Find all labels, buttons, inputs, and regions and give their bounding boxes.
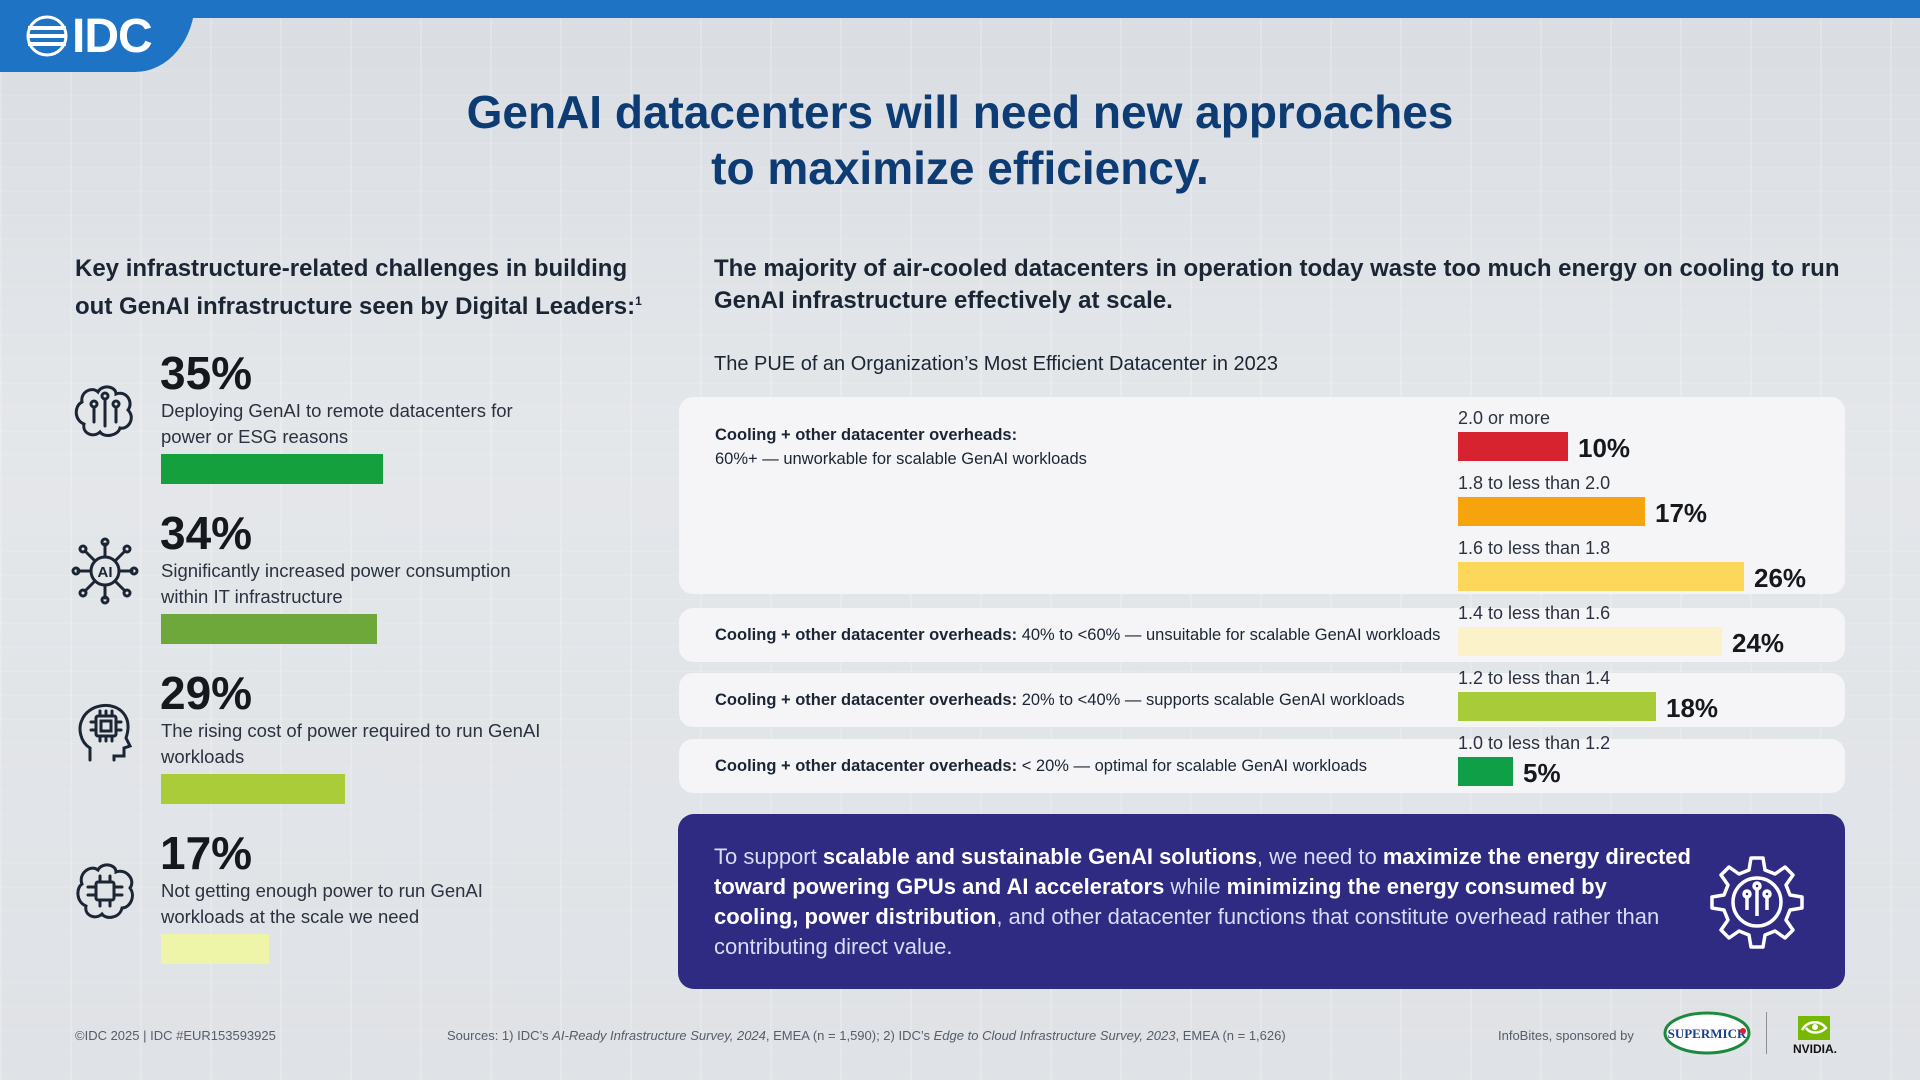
callout-text: To support scalable and sustainable GenA… <box>714 842 1694 962</box>
source-text: , EMEA (n = 1,626) <box>1175 1028 1286 1043</box>
pue-panel-optimal: Cooling + other datacenter overheads: < … <box>679 739 1845 793</box>
pue-panel-unsuitable: Cooling + other datacenter overheads: 40… <box>679 608 1845 662</box>
panel-label: Cooling + other datacenter overheads: <box>715 691 1018 709</box>
footer-sources: Sources: 1) IDC’s AI-Ready Infrastructur… <box>447 1028 1286 1043</box>
stat-percentage: 34% <box>160 507 253 559</box>
panel-text: Cooling + other datacenter overheads: < … <box>715 754 1367 778</box>
gear-circuit-icon <box>1710 856 1804 949</box>
ai-chip-icon: AI <box>71 537 139 605</box>
source-title: AI-Ready Infrastructure Survey, 2024 <box>552 1028 766 1043</box>
footnote-marker: 1 <box>635 294 642 308</box>
callout-text-part: , we need to <box>1256 844 1383 869</box>
panel-value: 40% to <60% — unsuitable for scalable Ge… <box>1017 626 1441 644</box>
left-heading-line-1: Key infrastructure-related challenges in… <box>75 255 628 282</box>
panel-text: Cooling + other datacenter overheads: 60… <box>715 423 1087 471</box>
stat-description: Significantly increased power consumptio… <box>161 560 511 607</box>
panel-text: Cooling + other datacenter overheads: 20… <box>715 688 1405 712</box>
title-line-2: to maximize efficiency. <box>711 142 1209 194</box>
stat-bar <box>161 934 269 964</box>
callout-text-part: while <box>1164 874 1227 899</box>
panel-value: 20% to <40% — supports scalable GenAI wo… <box>1017 691 1405 709</box>
panel-label: Cooling + other datacenter overheads: <box>715 757 1018 775</box>
brain-circuit-icon <box>76 863 134 919</box>
callout-highlight: scalable and sustainable GenAI solutions <box>822 844 1257 869</box>
footer-copyright: ©IDC 2025 | IDC #EUR153593925 <box>75 1028 276 1043</box>
callout-text-part: , and other datacenter functions that co… <box>714 904 1660 959</box>
chart-title: The PUE of an Organization’s Most Effici… <box>714 353 1279 375</box>
top-bar <box>0 0 1920 18</box>
pue-panel-supports: Cooling + other datacenter overheads: 20… <box>679 673 1845 727</box>
stat-bar <box>161 454 384 484</box>
supermicro-logo: SUPERMICR <box>1663 1011 1751 1055</box>
stat-description: The rising cost of power required to run… <box>161 720 541 767</box>
stat-item: 17% Not getting enough power to run GenA… <box>70 826 590 966</box>
stat-description: Not getting enough power to run GenAI wo… <box>161 880 483 927</box>
pue-panel-unworkable: Cooling + other datacenter overheads: 60… <box>679 397 1845 594</box>
logo-text: IDC <box>72 9 153 63</box>
stat-item: AI 34% Significantly increased power con… <box>70 506 590 646</box>
stat-percentage: 29% <box>160 667 253 719</box>
head-chip-icon <box>78 704 133 762</box>
sponsor-divider <box>1766 1012 1767 1054</box>
page-title: GenAI datacenters will need new approach… <box>0 84 1920 196</box>
stat-item: 35% Deploying GenAI to remote datacenter… <box>70 346 590 486</box>
source-text: , EMEA (n = 1,590); 2) IDC’s <box>765 1028 934 1043</box>
stat-item: 29% The rising cost of power required to… <box>70 666 590 806</box>
left-heading: Key infrastructure-related challenges in… <box>75 253 675 323</box>
nvidia-logo: NVIDIA. <box>1793 1016 1837 1056</box>
supermicro-logo-text: SUPERMICR <box>1668 1026 1747 1041</box>
svg-text:AI: AI <box>98 564 113 581</box>
stat-bar <box>161 614 377 644</box>
panel-value: 60%+ — unworkable for scalable GenAI wor… <box>715 450 1087 468</box>
source-text: Sources: 1) IDC’s <box>447 1028 553 1043</box>
idc-logo: IDC <box>0 0 195 72</box>
stat-percentage: 35% <box>160 347 253 399</box>
nvidia-logo-text: NVIDIA. <box>1793 1042 1837 1056</box>
callout-highlight: maximize the energy directed toward powe… <box>714 844 1691 899</box>
right-heading: The majority of air-cooled datacenters i… <box>714 255 1840 314</box>
brain-network-icon <box>74 385 133 437</box>
stat-percentage: 17% <box>160 827 253 879</box>
panel-text: Cooling + other datacenter overheads: 40… <box>715 623 1440 647</box>
stat-description: Deploying GenAI to remote datacenters fo… <box>161 400 513 447</box>
panel-label: Cooling + other datacenter overheads: <box>715 626 1018 644</box>
callout-text-part: To support <box>714 844 823 869</box>
source-title: Edge to Cloud Infrastructure Survey, 202… <box>933 1028 1176 1043</box>
panel-label: Cooling + other datacenter overheads: <box>715 426 1018 444</box>
panel-value: < 20% — optimal for scalable GenAI workl… <box>1017 757 1367 775</box>
callout-highlight: minimizing the energy consumed by coolin… <box>714 874 1607 929</box>
idc-globe-icon <box>26 15 68 57</box>
footer-sponsored-by: InfoBites, sponsored by <box>1498 1028 1634 1043</box>
callout-box: To support scalable and sustainable GenA… <box>678 814 1845 989</box>
title-line-1: GenAI datacenters will need new approach… <box>466 86 1454 138</box>
stat-bar <box>161 774 346 804</box>
left-heading-line-2: out GenAI infrastructure seen by Digital… <box>75 293 636 320</box>
